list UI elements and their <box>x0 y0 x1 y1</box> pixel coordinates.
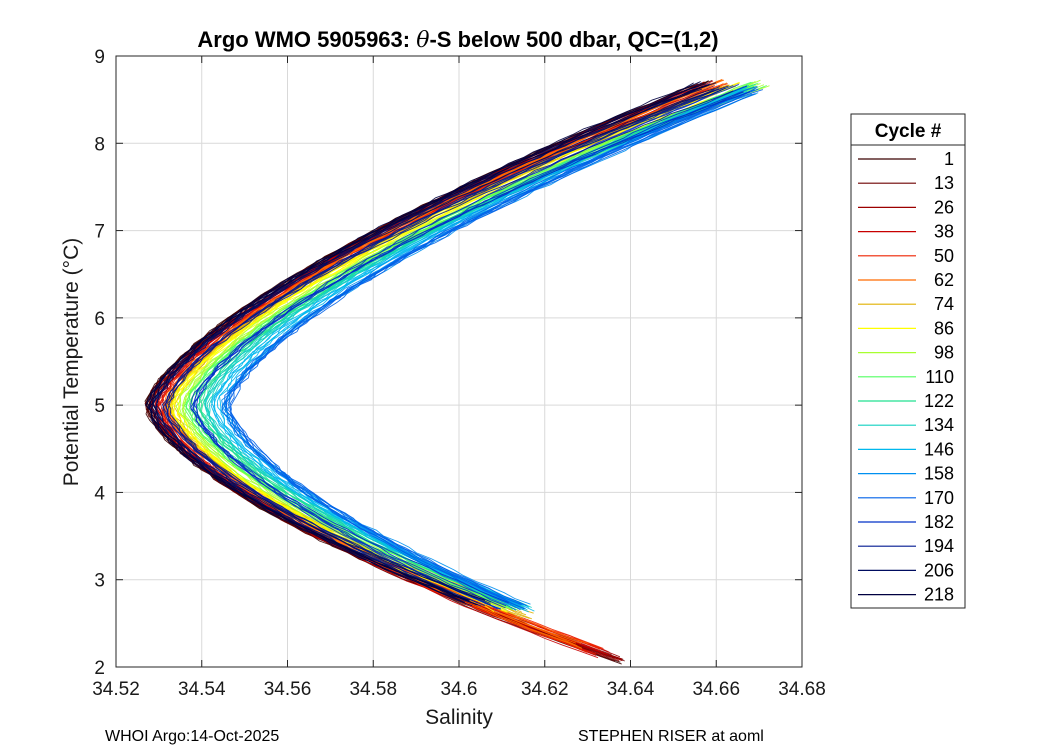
x-tick-label: 34.52 <box>92 679 140 700</box>
y-axis-label: Potential Temperature (°C) <box>60 238 83 486</box>
y-tick-label: 2 <box>94 658 105 679</box>
legend-label: 206 <box>924 560 954 580</box>
x-tick-label: 34.66 <box>692 679 740 700</box>
axis-ticks: 34.52 34.54 34.56 34.58 34.6 34.62 34.64 34.66 3… <box>92 47 826 700</box>
legend-label: 1 <box>944 149 954 169</box>
series-line-194 <box>167 86 720 606</box>
legend: Cycle # 1 13 26 38 50 62 74 86 98 110 122 134 146 158… <box>850 113 966 609</box>
footer-right: STEPHEN RISER at aoml <box>578 728 764 745</box>
legend-label: 86 <box>934 318 954 338</box>
legend-label: 182 <box>924 512 954 532</box>
legend-label: 38 <box>934 222 954 242</box>
series-line-146 <box>213 91 748 613</box>
series-line-170 <box>224 86 757 607</box>
x-tick-label: 34.56 <box>264 679 312 700</box>
legend-label: 218 <box>924 585 954 605</box>
legend-label: 134 <box>924 415 954 435</box>
series-line-182 <box>192 83 739 609</box>
legend-items: 1 13 26 38 50 62 74 86 98 110 122 134 146 158 170 182 19… <box>858 149 954 605</box>
chart-title-prefix: Argo WMO 5905963: <box>197 27 416 52</box>
legend-label: 170 <box>924 488 954 508</box>
legend-label: 98 <box>934 343 954 363</box>
y-tick-label: 7 <box>94 222 105 243</box>
x-tick-label: 34.54 <box>178 679 226 700</box>
x-tick-label: 34.62 <box>521 679 569 700</box>
chart-title-theta: θ <box>416 28 429 53</box>
y-tick-label: 9 <box>94 47 105 68</box>
series-line-194 <box>164 90 734 604</box>
series-line-170 <box>227 93 755 611</box>
chart-title: Argo WMO 5905963: θ-S below 500 dbar, QC… <box>197 27 718 53</box>
legend-label: 146 <box>924 439 954 459</box>
series-line-182 <box>190 91 744 610</box>
series-line-218 <box>150 82 694 601</box>
series-layer <box>144 78 770 665</box>
legend-label: 74 <box>934 294 954 314</box>
y-tick-label: 4 <box>94 483 105 504</box>
legend-label: 110 <box>925 367 954 387</box>
legend-label: 62 <box>934 270 954 290</box>
legend-label: 13 <box>934 173 954 193</box>
chart-title-suffix: -S below 500 dbar, QC=(1,2) <box>429 27 718 52</box>
x-tick-label: 34.64 <box>607 679 655 700</box>
footer-left: WHOI Argo:14-Oct-2025 <box>105 728 279 745</box>
series-line-206 <box>156 88 702 601</box>
legend-label: 26 <box>934 197 954 217</box>
y-tick-label: 8 <box>94 134 105 155</box>
y-tick-label: 5 <box>94 396 105 417</box>
y-tick-label: 3 <box>94 571 105 592</box>
legend-title: Cycle # <box>875 121 942 142</box>
legend-label: 158 <box>924 464 954 484</box>
legend-label: 50 <box>934 246 954 266</box>
x-tick-label: 34.58 <box>349 679 397 700</box>
series-line-218 <box>148 84 709 606</box>
x-tick-label: 34.68 <box>778 679 826 700</box>
legend-label: 122 <box>924 391 954 411</box>
series-line-194 <box>161 88 719 607</box>
legend-label: 194 <box>924 536 954 556</box>
x-axis-label: Salinity <box>425 706 493 729</box>
legend-box <box>850 113 966 609</box>
y-tick-label: 6 <box>94 309 105 330</box>
x-tick-label: 34.6 <box>441 679 478 700</box>
series-line-182 <box>196 85 748 610</box>
